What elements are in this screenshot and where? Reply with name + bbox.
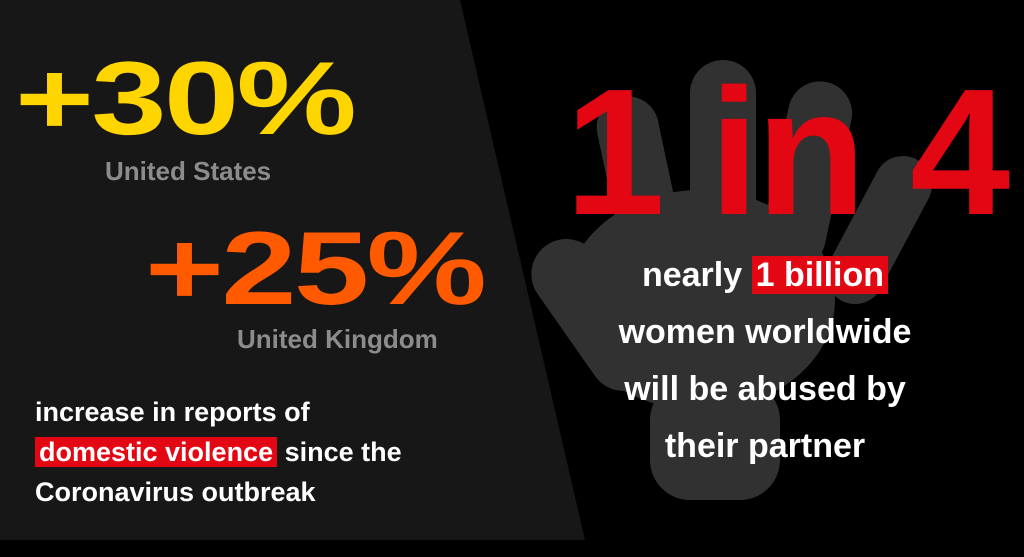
hand-print	[531, 60, 932, 500]
panel	[0, 0, 585, 540]
note-highlight: domestic violence	[35, 437, 278, 467]
stat-value: +25%	[145, 211, 487, 327]
note-line: domestic violence since the	[35, 432, 402, 472]
note-line: Coronavirus outbreak	[35, 477, 316, 507]
callout-highlight: 1 billion	[751, 256, 889, 294]
stat-label: United States	[105, 156, 272, 186]
headline: 1 in 4	[565, 52, 1010, 253]
note: increase in reports of domestic violence…	[35, 392, 402, 512]
callout-line: women worldwide	[618, 313, 912, 351]
note-text: since the	[284, 437, 402, 467]
callout: nearly 1 billion women worldwide will be…	[545, 247, 985, 475]
stat-value: +30%	[15, 41, 357, 157]
stat-label: United Kingdom	[237, 324, 438, 354]
callout-line: their partner	[664, 427, 866, 465]
callout-line: will be abused by	[624, 370, 906, 408]
callout-text: nearly	[641, 256, 743, 294]
callout-line: nearly 1 billion	[545, 247, 985, 304]
note-line: increase in reports of	[35, 397, 310, 427]
